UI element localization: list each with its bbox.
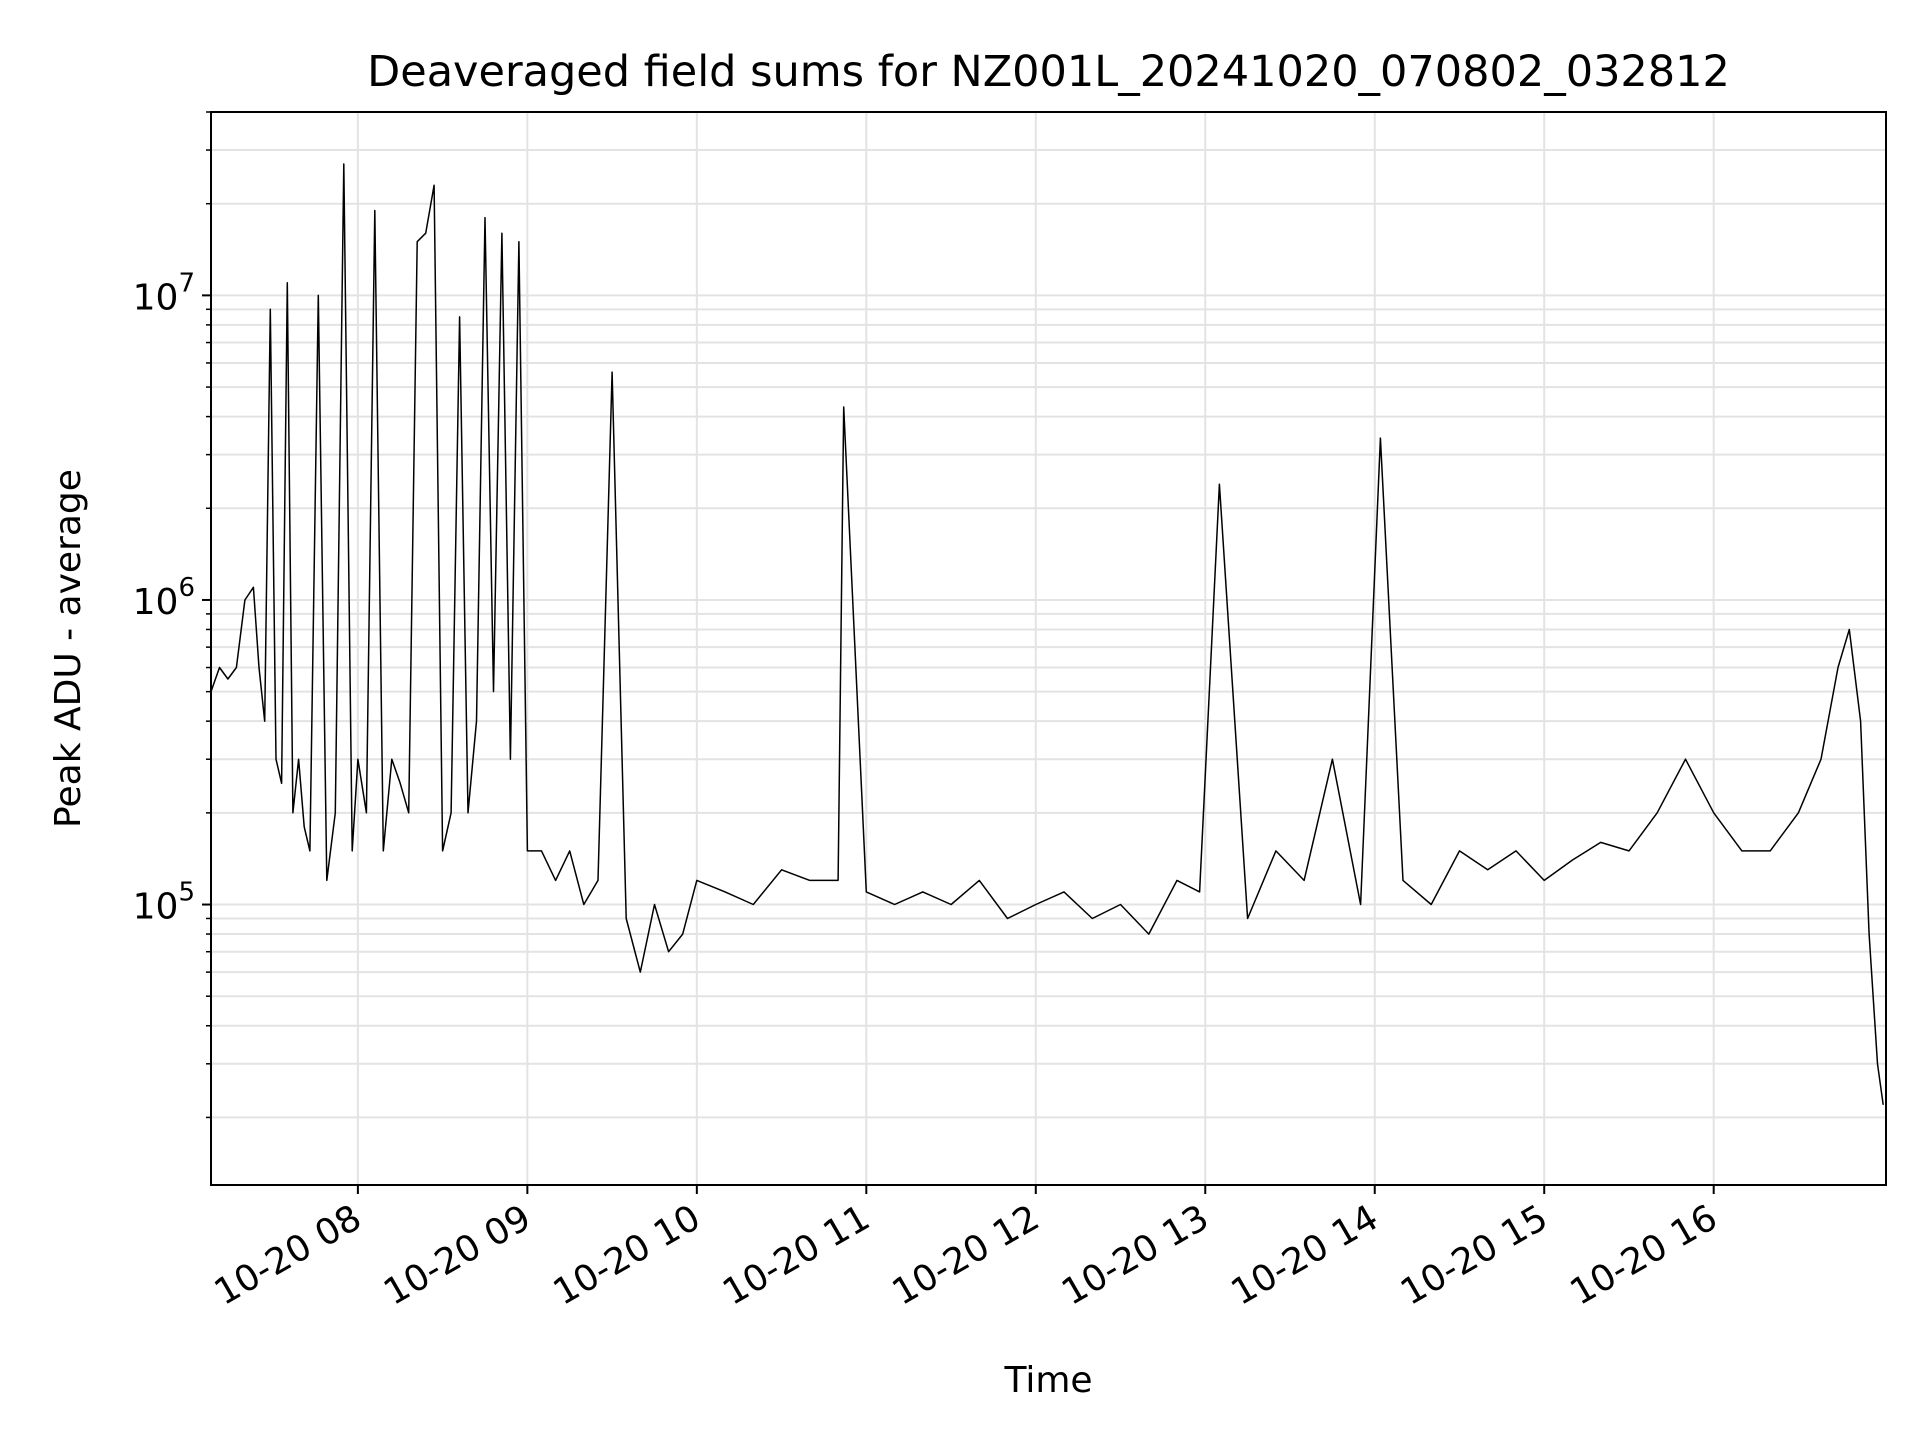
y-tick-label: 106 <box>133 573 195 623</box>
x-axis-label: Time <box>1003 1360 1092 1401</box>
series-line-group <box>210 163 1884 1105</box>
chart-title: Deaveraged field sums for NZ001L_2024102… <box>367 47 1730 97</box>
y-tick-label: 105 <box>133 878 195 928</box>
grid-lines <box>211 111 1886 1185</box>
plot-frame <box>210 111 1887 1186</box>
y-tick-label: 107 <box>133 268 195 318</box>
series-line <box>210 163 1884 1105</box>
y-axis-label: Peak ADU - average <box>48 469 89 828</box>
